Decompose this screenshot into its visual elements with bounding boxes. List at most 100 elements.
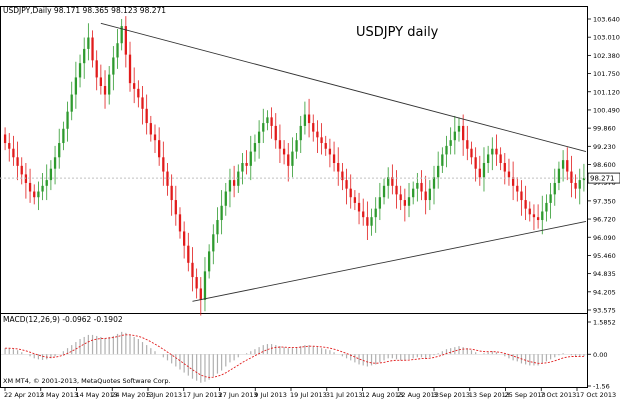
candle-body — [391, 177, 394, 186]
candle-body — [183, 231, 186, 246]
candle-body — [511, 177, 515, 186]
candle-body — [295, 140, 298, 152]
macd-label: MACD(12,26,9) -0.0962 -0.1902 — [3, 315, 123, 324]
candle-body — [495, 148, 498, 155]
candle-body — [12, 148, 15, 158]
candle-body — [553, 182, 556, 195]
y-tick-label: 97.350 — [593, 197, 616, 205]
lower-trendline — [192, 221, 587, 302]
candle-body — [24, 174, 28, 183]
candle-body — [453, 131, 456, 141]
candle-body — [528, 208, 531, 215]
candle-body — [420, 182, 423, 192]
candle-body — [299, 125, 302, 141]
candle-body — [58, 143, 61, 158]
candle-body — [187, 245, 190, 263]
candle-body — [561, 160, 565, 169]
y-tick-label: 98.600 — [593, 161, 616, 169]
candle-body — [524, 200, 527, 209]
macd-y-tick-label: 0.00 — [593, 351, 607, 359]
candle-body — [291, 151, 294, 166]
candle-body — [224, 191, 227, 206]
candle-body — [228, 180, 232, 192]
candle-body — [28, 182, 32, 192]
x-tick-label: 19 Jul 2013 — [290, 391, 327, 399]
candle-body — [566, 160, 569, 172]
y-tick-label: 95.460 — [593, 252, 616, 260]
y-tick-label: 94.205 — [593, 288, 616, 296]
candle-body — [37, 191, 40, 198]
candle-body — [328, 148, 332, 155]
x-tick-label: 5 Jun 2013 — [147, 391, 182, 399]
candle-body — [366, 217, 369, 226]
candle-body — [99, 77, 103, 86]
candle-body — [249, 151, 252, 166]
candle-body — [108, 74, 111, 95]
candle-body — [120, 26, 123, 44]
candle-body — [507, 171, 511, 178]
candle-body — [432, 177, 436, 189]
candle-body — [520, 191, 523, 201]
candle-body — [349, 188, 352, 198]
candle-body — [212, 234, 215, 252]
candle-body — [332, 154, 336, 163]
candle-body — [470, 148, 473, 158]
candle-body — [437, 165, 440, 178]
candle-body — [570, 171, 573, 183]
upper-trendline — [100, 22, 587, 153]
candle-body — [370, 217, 373, 226]
candle-body — [87, 37, 90, 49]
candle-body — [66, 111, 69, 129]
candle-body — [16, 157, 19, 166]
candle-body — [320, 137, 323, 144]
current-price-label: 98.271 — [590, 175, 615, 183]
y-tick-label: 99.860 — [593, 125, 616, 133]
symbol-info-label: USDJPY,Daily 98.171 98.365 98.123 98.271 — [3, 6, 166, 15]
candle-body — [541, 211, 544, 221]
candle-body — [83, 48, 86, 64]
candle-body — [191, 262, 194, 278]
candle-body — [203, 271, 207, 300]
candle-body — [70, 94, 73, 112]
candle-body — [20, 165, 23, 175]
candle-body — [407, 197, 411, 206]
x-tick-label: 22 Apr 2013 — [4, 391, 44, 399]
x-tick-label: 24 May 2013 — [111, 391, 153, 399]
candle-body — [324, 143, 327, 149]
candle-body — [441, 154, 444, 166]
candle-body — [337, 162, 340, 172]
candle-body — [353, 197, 357, 203]
candle-body — [478, 168, 481, 178]
candle-body — [45, 180, 48, 186]
candle-body — [457, 125, 461, 132]
candle-body — [145, 108, 148, 124]
candle-body — [170, 185, 173, 201]
trendlines-group — [100, 22, 587, 302]
candle-body — [253, 143, 257, 152]
candle-body — [207, 251, 211, 272]
candle-body — [278, 140, 282, 149]
candles-group — [3, 16, 586, 316]
candle-body — [387, 177, 390, 186]
candle-body — [3, 134, 7, 144]
candle-body — [241, 162, 244, 172]
macd-y-tick-label: -1.56 — [593, 383, 610, 391]
candle-body — [574, 182, 577, 189]
candle-body — [557, 168, 561, 183]
y-tick-label: 93.575 — [593, 307, 616, 315]
candle-body — [149, 123, 152, 135]
y-tick-label: 99.230 — [593, 143, 616, 151]
candle-body — [270, 117, 273, 126]
candle-body — [287, 154, 290, 166]
candle-body — [245, 162, 248, 166]
candle-body — [74, 77, 78, 95]
candle-body — [374, 208, 377, 218]
price-axis: 103.640 103.010 102.380 101.750 101.120 100.4… — [587, 16, 620, 315]
candle-body — [116, 43, 119, 58]
candle-body — [158, 140, 161, 158]
x-tick-label: 17 Jun 2013 — [183, 391, 222, 399]
candle-body — [399, 194, 402, 201]
candle-body — [133, 83, 136, 89]
candle-body — [378, 197, 382, 209]
